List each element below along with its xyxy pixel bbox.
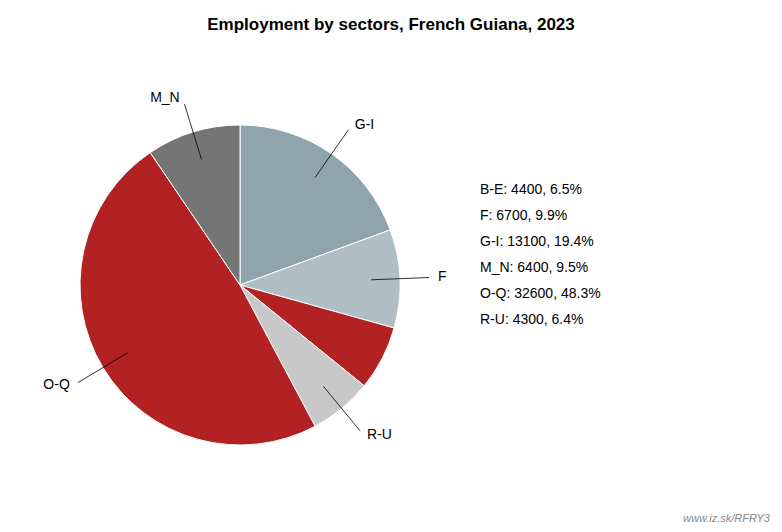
- legend-text: O-Q: 32600, 48.3%: [480, 285, 601, 301]
- slice-label: O-Q: [43, 376, 70, 392]
- footnote: www.iz.sk/RFRY3: [683, 512, 771, 524]
- leader-line: [78, 353, 128, 383]
- slice-label: R-U: [367, 426, 392, 442]
- legend-text: M_N: 6400, 9.5%: [480, 259, 588, 275]
- callouts: G-I F R-U O-Q M_N: [43, 89, 446, 442]
- title: Employment by sectors, French Guiana, 20…: [207, 15, 575, 34]
- chart: Employment by sectors, French Guiana, 20…: [0, 0, 782, 532]
- leader-line: [371, 278, 429, 280]
- leader-line: [315, 130, 348, 178]
- slice-label: F: [438, 268, 447, 284]
- slice-label: M_N: [150, 89, 180, 105]
- slice: [150, 125, 240, 285]
- leader-line: [323, 386, 360, 431]
- legend-text: B-E: 4400, 6.5%: [480, 181, 582, 197]
- legend-text: F: 6700, 9.9%: [480, 207, 567, 223]
- pie: [80, 125, 400, 445]
- leader-line: [184, 104, 201, 159]
- slice-label: G-I: [355, 116, 374, 132]
- legend-text: R-U: 4300, 6.4%: [480, 311, 584, 327]
- legend-text: G-I: 13100, 19.4%: [480, 233, 594, 249]
